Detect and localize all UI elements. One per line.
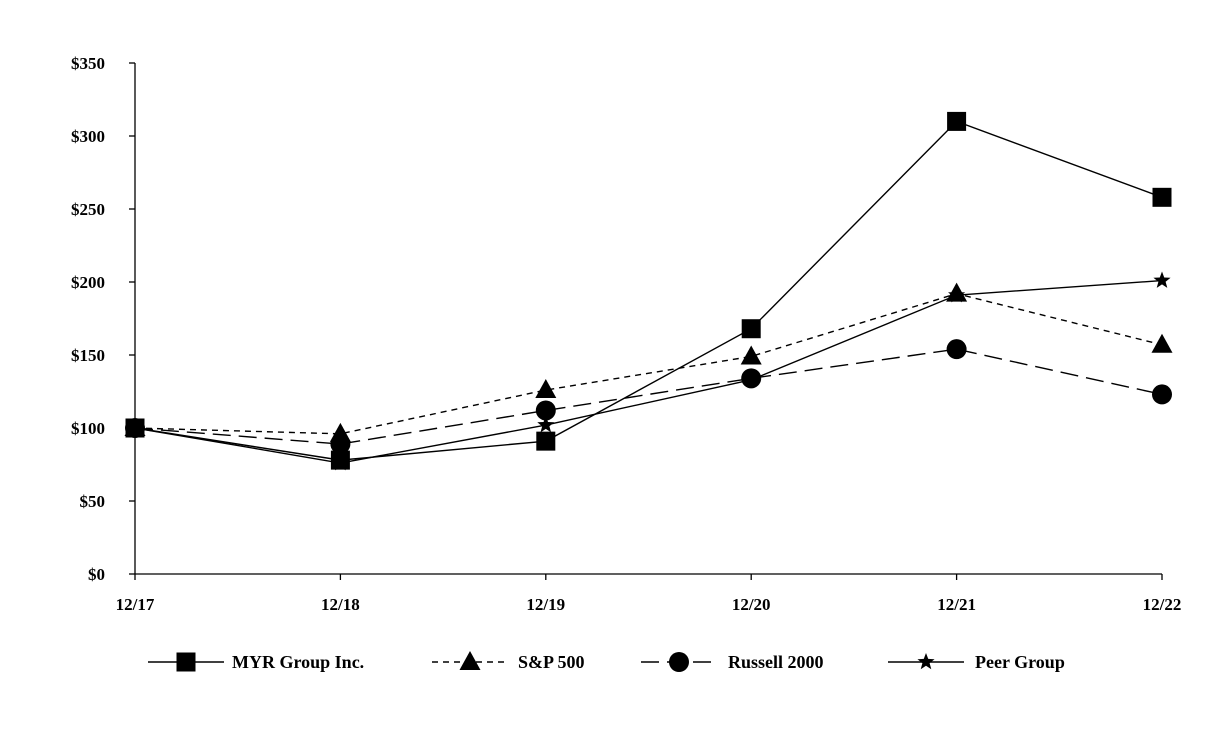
data-point-star xyxy=(1153,271,1171,288)
legend-label: MYR Group Inc. xyxy=(232,652,364,672)
data-point-triangle xyxy=(535,379,557,399)
data-point-circle xyxy=(946,339,967,360)
x-tick-label: 12/20 xyxy=(732,595,771,614)
legend-item: Peer Group xyxy=(888,652,1065,672)
series-line xyxy=(134,348,1163,445)
x-tick-label: 12/18 xyxy=(321,595,360,614)
x-tick-label: 12/19 xyxy=(526,595,565,614)
y-axis-ticks: $0 $50 $100 $150 $200 $250 $300 $350 xyxy=(71,54,135,584)
y-tick-label: $150 xyxy=(71,346,105,365)
legend-item: MYR Group Inc. xyxy=(148,652,364,672)
x-tick-label: 12/21 xyxy=(937,595,976,614)
data-point-star xyxy=(537,416,555,433)
y-tick-label: $100 xyxy=(71,419,105,438)
y-tick-label: $0 xyxy=(88,565,105,584)
data-point-triangle xyxy=(1151,333,1173,353)
data-point-circle xyxy=(330,434,351,455)
data-point-star xyxy=(948,286,966,303)
legend: MYR Group Inc. S&P 500 Russell 2000 Peer Gr… xyxy=(148,651,1065,672)
legend-label: Peer Group xyxy=(975,652,1065,672)
series-star xyxy=(126,271,1171,471)
series-line xyxy=(134,279,1163,464)
series-line xyxy=(134,292,1163,435)
legend-label: Russell 2000 xyxy=(728,652,824,672)
y-tick-label: $50 xyxy=(80,492,106,511)
legend-marker-circle xyxy=(669,652,689,672)
data-point-triangle xyxy=(740,345,762,365)
legend-item: Russell 2000 xyxy=(641,652,824,672)
y-tick-label: $200 xyxy=(71,273,105,292)
legend-label: S&P 500 xyxy=(518,652,585,672)
y-tick-label: $350 xyxy=(71,54,105,73)
data-point-circle xyxy=(1152,384,1172,405)
y-tick-label: $250 xyxy=(71,200,105,219)
x-tick-label: 12/17 xyxy=(116,595,155,614)
data-point-star xyxy=(742,370,760,388)
data-point-square xyxy=(947,111,967,131)
x-axis-ticks: 12/17 12/18 12/19 12/20 12/21 12/22 xyxy=(116,574,1182,614)
series-layer xyxy=(124,111,1173,471)
data-point-star xyxy=(331,454,349,471)
data-point-circle xyxy=(535,400,556,421)
series-circle xyxy=(125,339,1172,455)
legend-marker-square xyxy=(176,652,196,672)
data-point-square xyxy=(1152,187,1172,207)
axes xyxy=(134,63,1162,575)
legend-marker-star xyxy=(917,653,935,670)
data-point-square xyxy=(741,319,761,339)
data-point-square xyxy=(536,431,556,451)
legend-item: S&P 500 xyxy=(432,651,585,672)
x-tick-label: 12/22 xyxy=(1143,595,1182,614)
y-tick-label: $300 xyxy=(71,127,105,146)
legend-marker-triangle xyxy=(459,651,481,670)
series-line xyxy=(134,120,1163,461)
data-point-star xyxy=(126,419,144,436)
